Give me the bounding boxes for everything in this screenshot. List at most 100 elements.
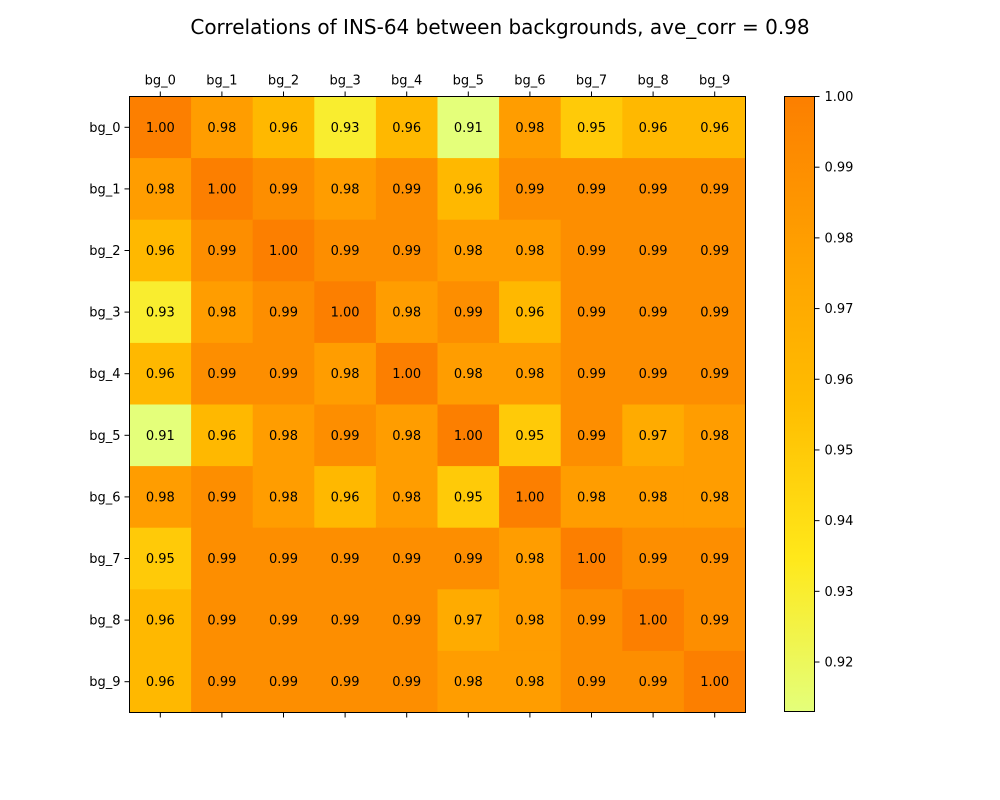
heatmap-cell [252, 219, 315, 282]
heatmap-cell [437, 219, 500, 282]
heatmap-cell [191, 281, 254, 344]
heatmap-cell [622, 404, 685, 467]
heatmap-cell [560, 96, 623, 159]
cell-value-label: 0.91 [454, 121, 483, 136]
heatmap-cell [129, 589, 192, 652]
heatmap-cell [314, 650, 377, 713]
cell-value-label: 0.99 [454, 552, 483, 567]
x-tick-label: bg_2 [268, 74, 299, 89]
heatmap-cell [683, 342, 746, 405]
cell-value-label: 1.00 [146, 121, 175, 136]
heatmap-cell [191, 589, 254, 652]
x-tick-label: bg_3 [329, 74, 360, 89]
heatmap-cell [375, 589, 438, 652]
cell-value-label: 1.00 [700, 675, 729, 690]
heatmap-cell [437, 589, 500, 652]
heatmap-cell [499, 466, 562, 529]
heatmap-cell [437, 96, 500, 159]
cell-value-label: 0.99 [639, 675, 668, 690]
cell-value-label: 0.96 [146, 244, 175, 259]
cell-value-label: 0.98 [515, 552, 544, 567]
cell-value-label: 0.98 [515, 367, 544, 382]
heatmap-cell [252, 650, 315, 713]
y-tick-label: bg_7 [89, 552, 120, 567]
cell-value-label: 0.99 [639, 182, 668, 197]
heatmap-cell [252, 404, 315, 467]
cell-value-label: 0.99 [639, 306, 668, 321]
heatmap-cell [252, 466, 315, 529]
heatmap-cell [314, 589, 377, 652]
cell-value-label: 0.98 [700, 490, 729, 505]
y-tick-label: bg_4 [89, 367, 120, 382]
heatmap-cell [375, 281, 438, 344]
heatmap-cell [437, 527, 500, 590]
x-tick-label: bg_0 [145, 74, 176, 89]
cell-value-label: 0.99 [269, 182, 298, 197]
heatmap-cell [622, 527, 685, 590]
x-tick-label: bg_8 [637, 74, 668, 89]
heatmap-cell [314, 219, 377, 282]
heatmap-cell [191, 527, 254, 590]
cell-value-label: 0.98 [515, 244, 544, 259]
cell-value-label: 0.95 [515, 429, 544, 444]
cell-value-label: 0.98 [207, 121, 236, 136]
cell-value-label: 0.98 [207, 306, 236, 321]
heatmap-cell [683, 466, 746, 529]
heatmap-cell [683, 404, 746, 467]
cell-value-label: 0.99 [700, 614, 729, 629]
y-tick-label: bg_1 [89, 182, 120, 197]
heatmap-cell [499, 281, 562, 344]
cell-value-label: 0.98 [392, 490, 421, 505]
cell-value-label: 0.99 [269, 306, 298, 321]
cell-value-label: 0.99 [331, 244, 360, 259]
heatmap-cell [683, 589, 746, 652]
heatmap-cell [191, 158, 254, 221]
cell-value-label: 0.98 [331, 182, 360, 197]
cell-value-label: 0.98 [454, 367, 483, 382]
cell-value-label: 0.96 [207, 429, 236, 444]
heatmap-cell [683, 281, 746, 344]
cell-value-label: 0.98 [515, 614, 544, 629]
cell-value-label: 0.93 [146, 306, 175, 321]
cell-value-label: 0.99 [515, 182, 544, 197]
heatmap-cell [683, 158, 746, 221]
cell-value-label: 0.99 [269, 552, 298, 567]
heatmap-cell [375, 219, 438, 282]
cell-value-label: 0.98 [454, 675, 483, 690]
cell-value-label: 0.99 [700, 367, 729, 382]
heatmap-cell [622, 96, 685, 159]
cell-value-label: 0.99 [454, 306, 483, 321]
heatmap-cell [437, 158, 500, 221]
heatmap-cell [129, 650, 192, 713]
cell-value-label: 1.00 [577, 552, 606, 567]
cell-value-label: 0.99 [331, 552, 360, 567]
cell-value-label: 0.99 [269, 367, 298, 382]
cell-value-label: 0.96 [331, 490, 360, 505]
y-axis-ticks: bg_0 bg_1 bg_2 bg_3 bg_4 bg_5 bg_6 bg_7 bg_8 bg_9 [89, 121, 130, 690]
cell-value-label: 0.99 [269, 614, 298, 629]
cell-value-label: 0.98 [515, 675, 544, 690]
heatmap-cell [314, 527, 377, 590]
cell-value-label: 0.98 [515, 121, 544, 136]
heatmap-cell [252, 342, 315, 405]
heatmap-cell [129, 219, 192, 282]
y-tick-label: bg_3 [89, 306, 120, 321]
heatmap-cell [375, 650, 438, 713]
heatmap-cell [314, 342, 377, 405]
cell-value-label: 0.99 [207, 490, 236, 505]
cell-value-label: 0.96 [639, 121, 668, 136]
cell-value-label: 0.99 [700, 306, 729, 321]
cell-value-label: 0.99 [392, 614, 421, 629]
y-tick-label: bg_2 [89, 244, 120, 259]
cell-value-label: 0.99 [392, 675, 421, 690]
colorbar-tick-label: 0.99 [825, 161, 854, 176]
y-tick-label: bg_5 [89, 429, 120, 444]
colorbar-tick-label: 0.96 [825, 373, 854, 388]
cell-value-label: 0.99 [639, 244, 668, 259]
cell-value-label: 0.93 [331, 121, 360, 136]
cell-value-label: 0.99 [577, 182, 606, 197]
heatmap-cell [560, 219, 623, 282]
x-tick-label: bg_7 [576, 74, 607, 89]
cell-value-label: 0.98 [454, 244, 483, 259]
colorbar-tick-label: 0.92 [825, 656, 854, 671]
